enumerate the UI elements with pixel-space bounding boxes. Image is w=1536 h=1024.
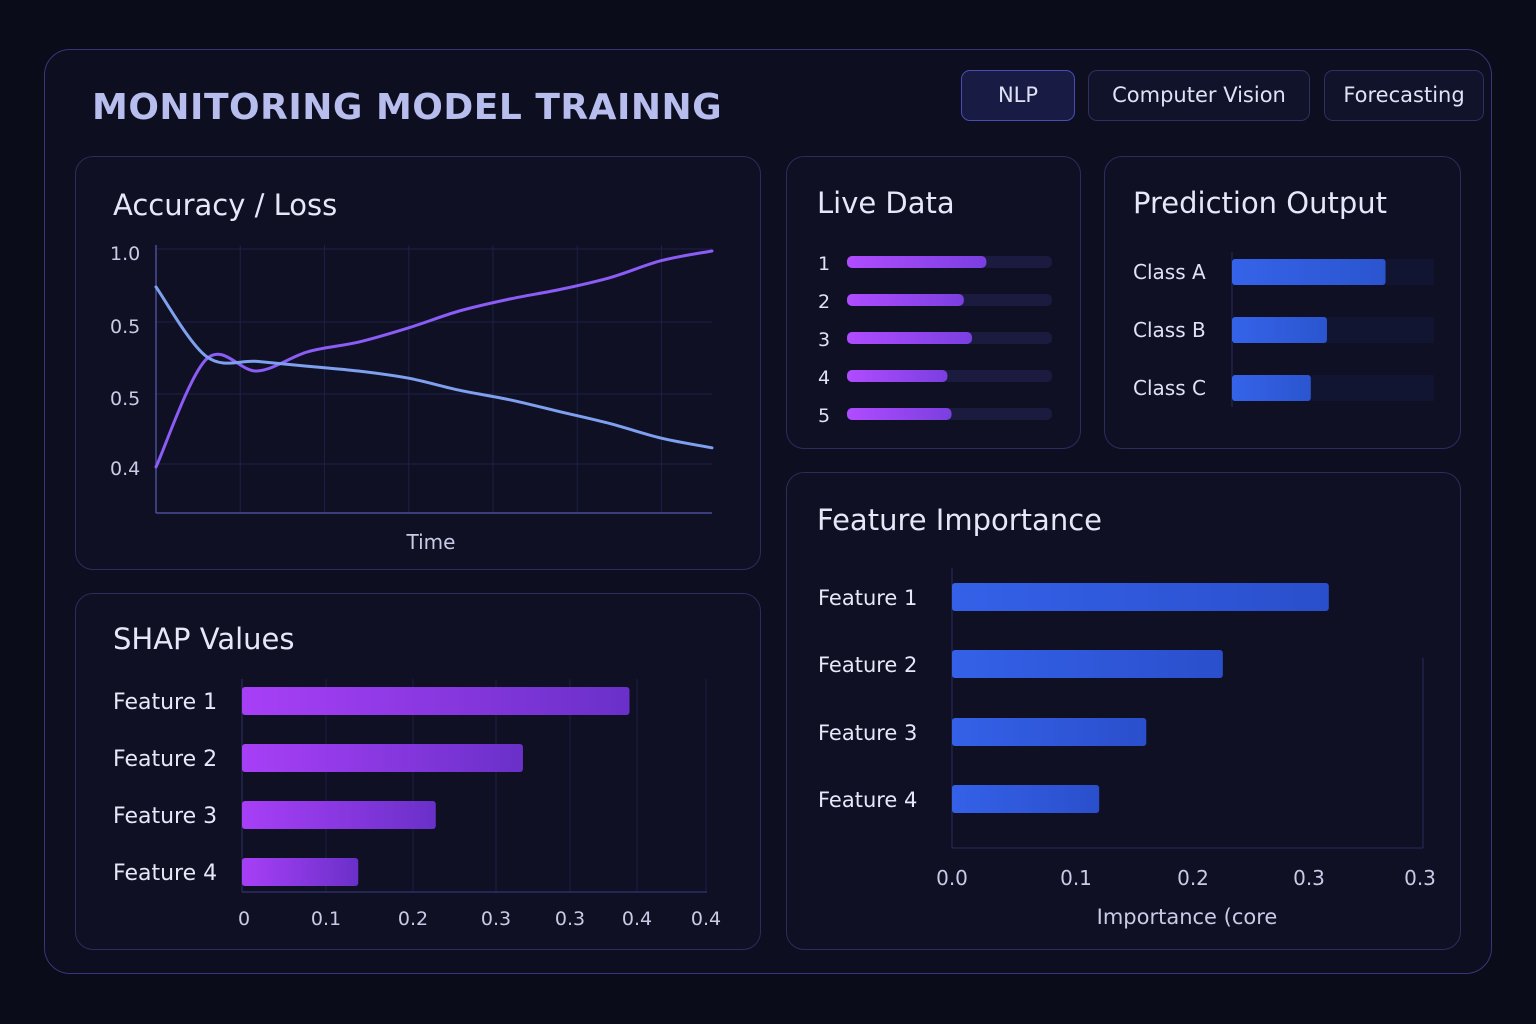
importance-feature-label: Feature 1 bbox=[818, 586, 917, 610]
live-data-row-label: 5 bbox=[818, 405, 830, 427]
shap-feature-label: Feature 3 bbox=[113, 804, 217, 829]
shap-bar bbox=[242, 744, 523, 772]
live-data-row-label: 1 bbox=[818, 253, 830, 275]
live-data-bar bbox=[847, 294, 964, 306]
live-data-chart: 1 2 3 4 5 bbox=[818, 253, 1052, 427]
live-data-row-label: 3 bbox=[818, 329, 830, 351]
prediction-output-chart: Class A Class B Class C bbox=[1133, 252, 1434, 407]
x-tick-label: 0.3 bbox=[1293, 866, 1325, 890]
shap-feature-label: Feature 1 bbox=[113, 690, 217, 715]
tab-nlp[interactable]: NLP bbox=[961, 70, 1075, 121]
shap-bar bbox=[242, 858, 359, 886]
prediction-class-label: Class C bbox=[1133, 376, 1206, 400]
y-tick-label: 0.4 bbox=[110, 458, 140, 480]
accuracy-loss-title: Accuracy / Loss bbox=[113, 188, 338, 222]
shap-values-chart: 0 0.1 0.2 0.3 0.3 0.4 0.4 Feature 1 Feature 2 Fea… bbox=[113, 679, 721, 930]
x-axis-label: Time bbox=[406, 530, 456, 554]
live-data-panel: Live Data 1 2 3 4 5 bbox=[786, 156, 1081, 449]
accuracy-line bbox=[154, 249, 714, 469]
tab-forecasting[interactable]: Forecasting bbox=[1324, 70, 1484, 121]
importance-bar bbox=[952, 583, 1329, 611]
prediction-bar bbox=[1232, 375, 1311, 401]
tab-computer-vision[interactable]: Computer Vision bbox=[1088, 70, 1310, 121]
x-tick-label: 0.4 bbox=[622, 908, 652, 930]
x-tick-label: 0.3 bbox=[555, 908, 585, 930]
live-data-title: Live Data bbox=[817, 186, 955, 220]
live-data-row-label: 2 bbox=[818, 291, 830, 313]
accuracy-loss-panel: Accuracy / Loss 1.0 0.5 0.5 0.4 Time bbox=[75, 156, 761, 570]
x-tick-label: 0.1 bbox=[311, 908, 341, 930]
prediction-class-label: Class A bbox=[1133, 260, 1206, 284]
feature-importance-chart: 0.0 0.1 0.2 0.3 0.3 Importance (core Feature 1… bbox=[818, 568, 1436, 929]
prediction-bar bbox=[1232, 317, 1327, 343]
live-data-bar bbox=[847, 370, 948, 382]
y-tick-label: 1.0 bbox=[110, 243, 140, 265]
loss-line bbox=[154, 285, 714, 450]
shap-bar bbox=[242, 801, 436, 829]
live-data-bar bbox=[847, 256, 987, 268]
importance-bar bbox=[952, 718, 1147, 746]
x-tick-label: 0 bbox=[238, 908, 250, 930]
prediction-output-panel: Prediction Output Class A Class B Class C bbox=[1104, 156, 1461, 449]
prediction-bar bbox=[1232, 259, 1386, 285]
shap-values-panel: SHAP Values 0 0.1 0.2 0.3 0.3 0.4 0.4 Feature 1… bbox=[75, 593, 761, 950]
prediction-class-label: Class B bbox=[1133, 318, 1206, 342]
accuracy-loss-chart: 1.0 0.5 0.5 0.4 Time bbox=[110, 243, 714, 554]
feature-importance-panel: Feature Importance 0.0 0.1 0.2 0.3 0.3 Import… bbox=[786, 472, 1461, 950]
live-data-bar bbox=[847, 332, 973, 344]
importance-feature-label: Feature 4 bbox=[818, 788, 917, 812]
x-tick-label: 0.3 bbox=[481, 908, 511, 930]
y-tick-label: 0.5 bbox=[110, 316, 140, 338]
shap-feature-label: Feature 2 bbox=[113, 747, 217, 772]
importance-bar bbox=[952, 785, 1100, 813]
x-tick-label: 0.1 bbox=[1060, 866, 1092, 890]
x-tick-label: 0.4 bbox=[691, 908, 721, 930]
prediction-output-title: Prediction Output bbox=[1133, 186, 1388, 220]
feature-importance-title: Feature Importance bbox=[817, 503, 1102, 537]
x-tick-label: 0.2 bbox=[1177, 866, 1209, 890]
x-tick-label: 0.3 bbox=[1404, 866, 1436, 890]
importance-feature-label: Feature 2 bbox=[818, 653, 917, 677]
page-title: MONITORING MODEL TRAINNG bbox=[92, 87, 723, 128]
live-data-row-label: 4 bbox=[818, 367, 830, 389]
x-axis-label: Importance (core bbox=[1097, 905, 1278, 929]
shap-bar bbox=[242, 687, 630, 715]
live-data-bar bbox=[847, 408, 952, 420]
importance-bar bbox=[952, 650, 1223, 678]
x-tick-label: 0.2 bbox=[398, 908, 428, 930]
importance-feature-label: Feature 3 bbox=[818, 721, 917, 745]
y-tick-label: 0.5 bbox=[110, 388, 140, 410]
shap-feature-label: Feature 4 bbox=[113, 861, 217, 886]
x-tick-label: 0.0 bbox=[936, 866, 968, 890]
shap-values-title: SHAP Values bbox=[113, 622, 295, 656]
